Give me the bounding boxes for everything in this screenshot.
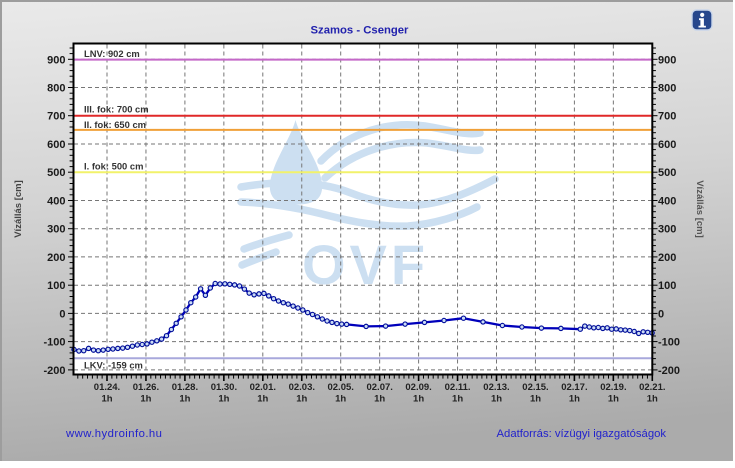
svg-text:1h: 1h xyxy=(140,394,151,405)
svg-text:1h: 1h xyxy=(296,394,307,405)
svg-text:100: 100 xyxy=(658,280,676,292)
svg-text:OVF: OVF xyxy=(302,233,429,296)
svg-text:02.15.: 02.15. xyxy=(522,382,548,393)
svg-text:-100: -100 xyxy=(43,337,65,349)
svg-text:500: 500 xyxy=(658,167,676,179)
svg-text:02.17.: 02.17. xyxy=(561,382,587,393)
svg-text:800: 800 xyxy=(658,83,676,95)
svg-text:900: 900 xyxy=(658,54,676,66)
svg-text:1h: 1h xyxy=(101,394,112,405)
svg-text:01.28.: 01.28. xyxy=(172,382,198,393)
svg-text:Vízállás [cm]: Vízállás [cm] xyxy=(13,180,24,238)
svg-text:LNV: 902 cm: LNV: 902 cm xyxy=(84,48,140,59)
svg-text:1h: 1h xyxy=(608,394,619,405)
svg-text:01.24.: 01.24. xyxy=(94,382,120,393)
svg-text:300: 300 xyxy=(658,224,676,236)
svg-text:1h: 1h xyxy=(218,394,229,405)
svg-text:0: 0 xyxy=(658,308,664,320)
svg-text:III. fok: 700 cm: III. fok: 700 cm xyxy=(84,104,149,115)
svg-text:800: 800 xyxy=(47,83,65,95)
svg-text:200: 200 xyxy=(47,252,65,264)
svg-text:-100: -100 xyxy=(658,337,680,349)
svg-text:400: 400 xyxy=(47,196,65,208)
svg-text:II. fok: 650 cm: II. fok: 650 cm xyxy=(84,119,146,130)
svg-text:500: 500 xyxy=(47,167,65,179)
svg-text:700: 700 xyxy=(658,111,676,123)
svg-text:100: 100 xyxy=(47,280,65,292)
svg-text:Vízállás [cm]: Vízállás [cm] xyxy=(694,180,705,238)
svg-text:02.13.: 02.13. xyxy=(483,382,509,393)
svg-text:-200: -200 xyxy=(43,365,65,377)
svg-text:Adatforrás: vízügyi igazgatósá: Adatforrás: vízügyi igazgatóságok xyxy=(497,428,667,440)
svg-text:02.07.: 02.07. xyxy=(366,382,392,393)
svg-text:Szamos - Csenger: Szamos - Csenger xyxy=(311,25,410,37)
svg-text:-200: -200 xyxy=(658,365,680,377)
svg-text:1h: 1h xyxy=(491,394,502,405)
svg-text:02.19.: 02.19. xyxy=(600,382,626,393)
svg-text:400: 400 xyxy=(658,196,676,208)
svg-text:0: 0 xyxy=(59,308,65,320)
svg-text:02.03.: 02.03. xyxy=(289,382,315,393)
svg-text:1h: 1h xyxy=(179,394,190,405)
svg-text:1h: 1h xyxy=(647,394,658,405)
svg-text:700: 700 xyxy=(47,111,65,123)
svg-text:600: 600 xyxy=(658,139,676,151)
svg-text:02.05.: 02.05. xyxy=(327,382,353,393)
svg-text:1h: 1h xyxy=(569,394,580,405)
svg-text:600: 600 xyxy=(47,139,65,151)
svg-text:01.30.: 01.30. xyxy=(211,382,237,393)
svg-text:1h: 1h xyxy=(335,394,346,405)
svg-text:300: 300 xyxy=(47,224,65,236)
svg-text:1h: 1h xyxy=(530,394,541,405)
svg-text:1h: 1h xyxy=(452,394,463,405)
svg-text:1h: 1h xyxy=(413,394,424,405)
svg-text:I. fok: 500 cm: I. fok: 500 cm xyxy=(84,160,143,171)
svg-text:02.01.: 02.01. xyxy=(250,382,276,393)
svg-text:02.11.: 02.11. xyxy=(445,382,471,393)
svg-text:www.hydroinfo.hu: www.hydroinfo.hu xyxy=(65,428,162,440)
svg-text:02.21.: 02.21. xyxy=(639,382,665,393)
svg-text:1h: 1h xyxy=(374,394,385,405)
svg-text:LKV: -159 cm: LKV: -159 cm xyxy=(84,360,143,371)
svg-text:900: 900 xyxy=(47,54,65,66)
svg-text:01.26.: 01.26. xyxy=(133,382,159,393)
svg-text:200: 200 xyxy=(658,252,676,264)
svg-text:1h: 1h xyxy=(257,394,268,405)
svg-text:02.09.: 02.09. xyxy=(405,382,431,393)
